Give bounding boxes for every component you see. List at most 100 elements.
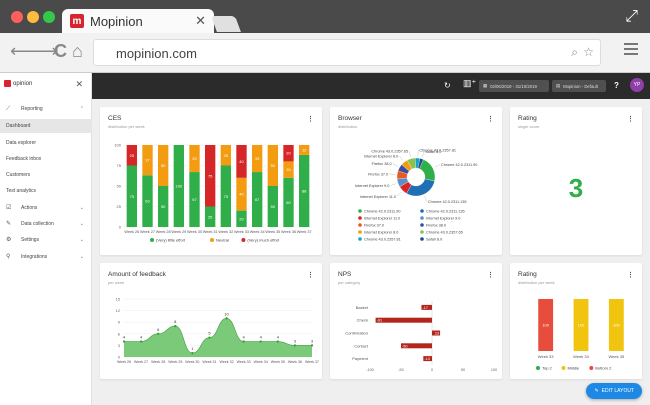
card-menu-icon[interactable]: ⋮ [307, 116, 314, 123]
fullscreen-icon[interactable]: ⤢ [625, 8, 638, 25]
data-point [191, 351, 194, 355]
data-label: 25 [208, 214, 213, 219]
forward-icon[interactable]: ⟶ [32, 41, 58, 61]
bar-segment [573, 299, 589, 351]
avatar[interactable]: YP [630, 78, 644, 92]
chevron-down-icon: ⌄ [79, 254, 84, 260]
check-square-icon: ☑ [6, 205, 12, 211]
bar [421, 304, 432, 310]
card-title: Browser [338, 115, 362, 122]
sidebar-item-integrations[interactable]: ⚲ Integrations ⌄ [0, 250, 92, 264]
data-label: 100 [542, 323, 549, 328]
data-label: 20 [286, 151, 291, 156]
url-bar[interactable]: mopinion.com ⌕ ☆ [93, 39, 601, 66]
sidebar-item-reporting[interactable]: ⟋ Reporting ⌃ [0, 102, 92, 116]
sidebar-item-settings[interactable]: ⚙ Settings ⌄ [0, 233, 92, 247]
sidebar-close-icon[interactable]: ✕ [75, 79, 83, 89]
bar-segment [236, 145, 247, 178]
bar-segment [126, 165, 138, 227]
ces-card: CES distribution per week ⋮ 0 25 50 75 100 75… [100, 107, 322, 255]
bar-segment [236, 177, 247, 211]
close-window-button[interactable] [11, 11, 23, 23]
legend-marker [358, 209, 362, 213]
card-menu-icon[interactable]: ⋮ [627, 116, 634, 123]
card-subtitle: per week [108, 280, 125, 285]
reload-icon[interactable]: C [54, 41, 67, 61]
home-icon[interactable]: ⌂ [72, 41, 83, 61]
y-tick-label: 6 [118, 331, 121, 336]
search-zoom-icon[interactable]: ⌕ [571, 45, 578, 59]
chart-line-icon: ⟋ [6, 106, 11, 112]
data-label: 50 [271, 204, 276, 209]
edit-layout-button[interactable]: ✎ EDIT LAYOUT [586, 383, 642, 399]
back-icon[interactable]: ⟵ [10, 41, 36, 61]
bar-segment [267, 186, 279, 227]
sidebar-item-feedback-inbox[interactable]: Feedback inbox [0, 152, 92, 166]
new-tab-button[interactable] [211, 16, 241, 32]
sidebar-item-test-analytics[interactable]: Test analytics [0, 184, 92, 198]
x-tick-label: Week 32 [219, 360, 233, 364]
data-label: 60 [286, 200, 291, 205]
card-menu-icon[interactable]: ⋮ [487, 116, 494, 123]
sidebar-item-label: Settings [21, 237, 40, 243]
browser-tab[interactable]: m Mopinion ✕ [62, 9, 214, 33]
sidebar-item-data-explorer[interactable]: Data explorer [0, 136, 92, 150]
minimize-window-button[interactable] [27, 11, 39, 23]
chevron-down-icon: ⌄ [79, 221, 84, 227]
category-label: Payment [352, 356, 369, 361]
card-title: CES [108, 115, 122, 122]
bar-segment [608, 299, 624, 351]
x-tick-label: Week 30 [185, 360, 199, 364]
data-label: 100 [175, 184, 182, 189]
card-menu-icon[interactable]: ⋮ [307, 272, 314, 279]
x-tick-label: Week 31 [203, 230, 218, 234]
sidebar-item-data-collection[interactable]: ✎ Data collection ⌄ [0, 217, 92, 231]
sidebar-item-dashboard[interactable]: Dashboard [0, 119, 92, 133]
data-label: 50 [161, 204, 166, 209]
data-label: 100 [578, 323, 585, 328]
dashboard-select[interactable]: ▤ Mopinion - Default [552, 80, 606, 92]
x-tick-label: Week 37 [305, 360, 319, 364]
pie-slice-label: Internet Explorer 8.0 [364, 154, 398, 158]
edit-icon: ✎ [6, 221, 12, 227]
pie-leader-line [392, 163, 398, 167]
pie-slice-label: Firefox 37.0 [368, 172, 388, 176]
x-tick-label: Week 33 [237, 360, 251, 364]
bar-segment [298, 154, 310, 227]
card-menu-icon[interactable]: ⋮ [627, 272, 634, 279]
browser-menu-icon[interactable] [624, 43, 638, 58]
card-menu-icon[interactable]: ⋮ [487, 272, 494, 279]
close-tab-icon[interactable]: ✕ [195, 13, 206, 28]
card-subtitle: distribution [338, 124, 358, 129]
bar-segment [189, 145, 200, 173]
legend-marker [420, 209, 424, 213]
legend-marker [420, 216, 424, 220]
x-tick-label: Week 26 [124, 230, 139, 234]
data-label: 75 [208, 173, 213, 178]
bar [423, 356, 432, 362]
sidebar-item-label: Customers [6, 172, 31, 178]
bar-segment [236, 210, 247, 227]
date-range-picker[interactable]: ▦ 02/06/2019 - 31/10/2019 [479, 80, 549, 92]
refresh-icon[interactable]: ↻ [444, 81, 451, 90]
bar-segment [283, 145, 294, 162]
help-icon[interactable]: ? [614, 81, 619, 90]
data-label: 13 [435, 332, 439, 336]
bar-segment [126, 145, 138, 166]
app-topbar: ↻ ▥⁺ ▦ 02/06/2019 - 31/10/2019 ▤ Mopinio… [92, 73, 650, 99]
bookmark-star-icon[interactable]: ☆ [583, 45, 594, 59]
legend-label: Neutral [216, 238, 229, 243]
sidebar: opinion ✕ ⟋ Reporting ⌃ Dashboard Data e… [0, 73, 92, 405]
x-tick-label: Week 37 [297, 230, 312, 234]
sidebar-item-label: Data explorer [6, 140, 37, 146]
pie-slice [406, 178, 435, 197]
data-label: 1 [191, 346, 194, 351]
add-chart-icon[interactable]: ▥⁺ [463, 78, 477, 88]
x-tick-label: Week 27 [134, 360, 148, 364]
sidebar-item-customers[interactable]: Customers [0, 168, 92, 182]
maximize-window-button[interactable] [43, 11, 55, 23]
sidebar-logo-text: opinion [13, 80, 33, 87]
legend-marker [358, 237, 362, 241]
legend-label: Chrome 42.0.2311.90 [364, 209, 400, 213]
sidebar-item-actions[interactable]: ☑ Actions ⌄ [0, 201, 92, 215]
